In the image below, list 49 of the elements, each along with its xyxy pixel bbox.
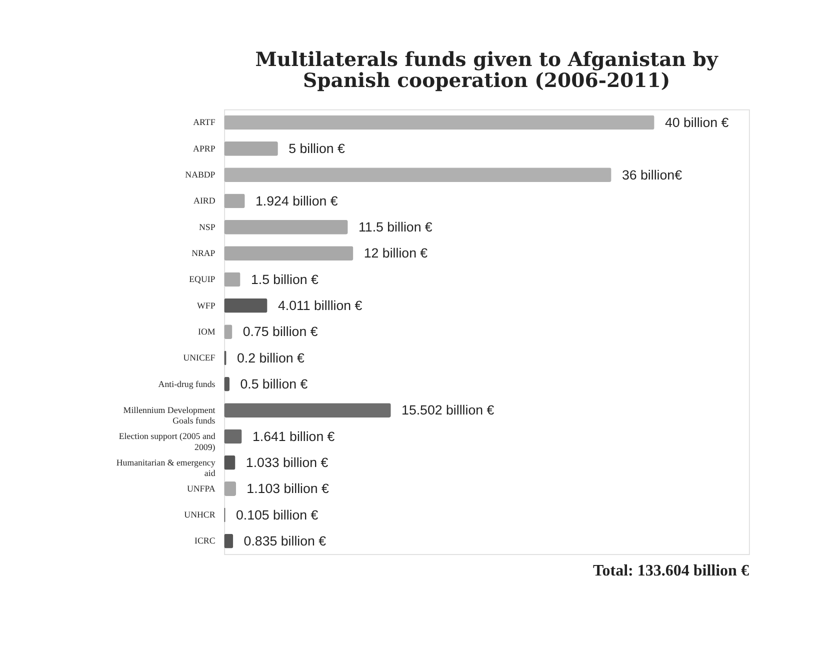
bar <box>224 272 240 287</box>
y-tick-label: NRAP <box>192 248 216 258</box>
data-label: 1.103 billion € <box>246 481 330 496</box>
bar <box>224 534 234 548</box>
bar <box>224 482 236 496</box>
y-tick-label: NABDP <box>185 169 216 180</box>
bar <box>224 141 278 156</box>
data-label: 36 billion€ <box>622 167 683 182</box>
bar <box>224 429 242 444</box>
data-label: 1.641 billion € <box>252 428 336 444</box>
y-tick-label: Humanitarian & emergency aid <box>116 457 216 478</box>
y-tick-label: EQUIP <box>189 274 216 284</box>
y-tick-label: UNFPA <box>186 483 216 494</box>
data-label: 5 billion € <box>288 141 346 156</box>
data-label: 11.5 billion € <box>358 220 433 235</box>
y-tick-label: AIRD <box>194 196 216 206</box>
data-label: 1.033 billion € <box>246 455 329 470</box>
bar <box>224 194 245 208</box>
data-label: 1.5 billion € <box>250 272 319 287</box>
data-label: 1.924 billion € <box>256 193 338 208</box>
bar <box>224 298 268 313</box>
data-label: 12 billion € <box>364 246 428 261</box>
data-label: 0.5 billion € <box>240 376 308 392</box>
data-label: 15.502 billlion € <box>402 402 495 418</box>
data-label: 0.2 billion € <box>236 350 305 366</box>
data-label: 0.105 billion € <box>236 507 319 522</box>
y-tick-label: UNICEF <box>183 352 216 363</box>
y-tick-label: ARTF <box>193 117 216 128</box>
y-tick-label: Election support (2005 and 2009) <box>118 431 216 452</box>
y-tick-label: Anti-drug funds <box>158 378 216 389</box>
data-label: 40 billion € <box>664 114 730 130</box>
bar <box>224 168 612 182</box>
y-tick-label: IOM <box>198 326 216 336</box>
data-label: 4.011 billlion € <box>278 298 363 314</box>
text: Total: 133.604 billion € <box>593 562 749 580</box>
y-tick-label: NSP <box>198 222 216 232</box>
y-tick-label: UNHCR <box>184 510 216 520</box>
bar <box>224 246 354 260</box>
data-label: 0.835 billion € <box>244 534 327 549</box>
data-label: 0.75 billion € <box>242 324 318 340</box>
bar <box>224 115 654 130</box>
chart-title: Multilaterals funds given to Afganistan by Spanish cooperation (2006-2011) <box>255 48 718 92</box>
y-tick-label: APRP <box>193 143 216 154</box>
bar <box>224 455 236 470</box>
bar <box>224 220 348 234</box>
y-tick-label: ICRC <box>194 536 216 546</box>
y-tick-label: Millennium Development Goals funds <box>123 404 216 426</box>
y-tick-label: WFP <box>197 300 216 310</box>
bar <box>224 403 391 418</box>
